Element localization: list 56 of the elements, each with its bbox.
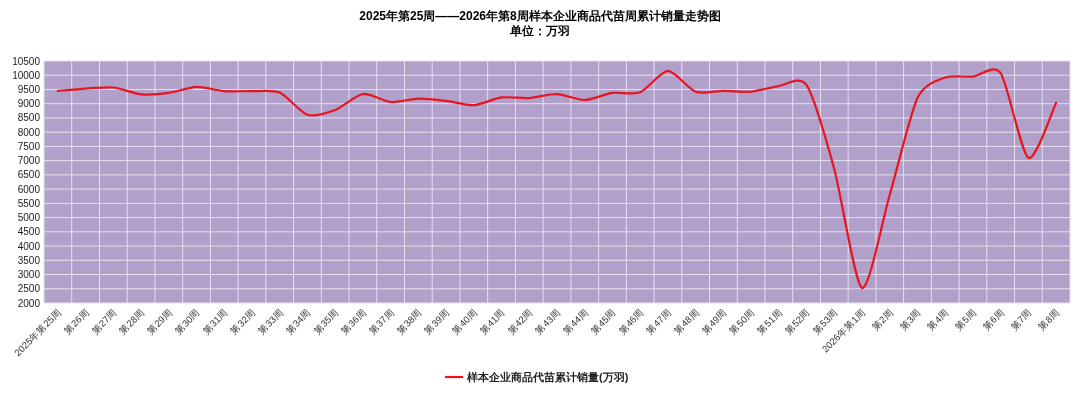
legend-label: 样本企业商品代苗累计销量(万羽) — [466, 371, 629, 383]
x-tick-label: 第49周 — [699, 306, 729, 337]
x-tick-label: 第8周 — [1035, 306, 1062, 333]
y-tick-label: 7500 — [17, 140, 41, 152]
y-tick-label: 4500 — [17, 226, 41, 238]
y-tick-label: 2000 — [17, 297, 41, 309]
x-tick-label: 第4周 — [924, 306, 951, 333]
x-tick-label: 第44周 — [560, 306, 591, 337]
y-tick-label: 3000 — [17, 269, 41, 281]
x-tick-label: 第3周 — [897, 306, 923, 333]
y-tick-label: 6500 — [17, 169, 41, 181]
y-tick-label: 5000 — [17, 212, 41, 224]
x-tick-label: 第7周 — [1008, 306, 1034, 333]
y-tick-label: 3500 — [17, 254, 41, 266]
x-tick-label: 第6周 — [980, 306, 1007, 333]
line-series — [56, 69, 1058, 290]
x-tick-label: 第31周 — [200, 306, 230, 337]
chart-title: 2025年第25周——2026年第8周样本企业商品代苗周累计销量走势图 — [359, 9, 721, 23]
x-tick-label: 第42周 — [505, 306, 535, 337]
y-tick-label: 7000 — [17, 155, 41, 167]
y-tick-label: 8000 — [17, 126, 41, 138]
x-tick-label: 第50周 — [727, 306, 757, 337]
x-tick-label: 第27周 — [89, 306, 119, 337]
chart-subtitle: 单位：万羽 — [509, 24, 570, 38]
x-tick-label: 第48周 — [671, 306, 702, 337]
y-tick-label: 10000 — [12, 69, 41, 81]
x-tick-label: 第33周 — [255, 306, 286, 337]
x-tick-label: 第47周 — [643, 306, 674, 337]
y-tick-label: 8500 — [17, 112, 41, 124]
x-tick-label: 第46周 — [616, 306, 646, 337]
x-tick-label: 第26周 — [61, 306, 92, 337]
y-tick-label: 6000 — [17, 183, 41, 195]
x-tick-label: 第37周 — [366, 306, 397, 337]
x-tick-label: 第35周 — [311, 306, 341, 337]
x-tick-label: 第43周 — [533, 306, 563, 337]
y-tick-label: 4000 — [17, 240, 41, 252]
y-tick-label: 9000 — [17, 98, 41, 110]
x-tick-label: 第30周 — [172, 306, 202, 337]
x-tick-label: 第40周 — [449, 306, 480, 337]
x-tick-label: 第41周 — [477, 306, 507, 337]
y-tick-label: 10500 — [12, 55, 41, 67]
x-tick-label: 第32周 — [227, 306, 258, 337]
x-tick-label: 第51周 — [754, 306, 785, 337]
x-tick-label: 第39周 — [422, 306, 452, 337]
x-tick-label: 第34周 — [283, 306, 313, 337]
x-tick-label: 第28周 — [117, 306, 147, 337]
x-tick-label: 第52周 — [782, 306, 812, 337]
y-tick-label: 9500 — [17, 83, 41, 95]
x-tick-label: 第38周 — [394, 306, 424, 337]
x-tick-label: 第45周 — [588, 306, 618, 337]
y-tick-label: 2500 — [17, 283, 41, 295]
x-tick-label: 第2周 — [869, 306, 896, 333]
y-tick-label: 5500 — [17, 197, 41, 209]
x-tick-label: 第36周 — [338, 306, 369, 337]
x-tick-label: 第5周 — [952, 306, 979, 333]
x-tick-label: 第29周 — [144, 306, 175, 337]
